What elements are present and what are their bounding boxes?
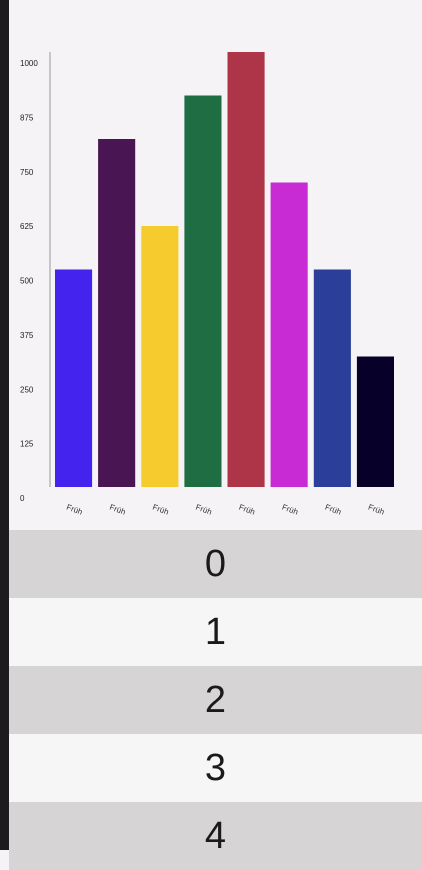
y-tick-label: 625 xyxy=(20,222,34,231)
y-tick-label: 1000 xyxy=(20,59,38,68)
device-bezel xyxy=(0,0,9,850)
list-item-label: 0 xyxy=(204,542,227,585)
x-tick-label: Früh xyxy=(281,503,300,517)
x-tick-label: Früh xyxy=(324,503,343,517)
bar-chart: 0 125 250 375 500 625 750 875 1000 Früh Früh Früh Fr… xyxy=(20,52,394,517)
list-item[interactable]: 0 xyxy=(9,530,422,598)
x-tick-label: Früh xyxy=(108,503,127,517)
y-tick-label: 375 xyxy=(20,331,34,340)
y-tick-label: 0 xyxy=(20,494,25,503)
x-tick-label: Früh xyxy=(151,503,170,517)
list-item-label: 3 xyxy=(204,746,227,789)
bar[interactable] xyxy=(55,269,93,488)
bar[interactable] xyxy=(270,182,308,488)
bar[interactable] xyxy=(227,52,265,487)
list-item[interactable]: 4 xyxy=(9,802,422,870)
list-item[interactable]: 2 xyxy=(9,666,422,734)
y-tick-label: 250 xyxy=(20,385,34,394)
list-item-label: 1 xyxy=(204,610,227,653)
y-tick-label: 750 xyxy=(20,168,34,177)
y-tick-label: 500 xyxy=(20,277,34,286)
bar[interactable] xyxy=(141,226,179,487)
list-item-label: 4 xyxy=(204,814,227,857)
x-tick-label: Früh xyxy=(367,503,386,517)
x-tick-label: Früh xyxy=(238,503,257,517)
x-tick-label: Früh xyxy=(65,503,84,517)
bar[interactable] xyxy=(356,356,394,488)
x-tick-label: Früh xyxy=(194,503,213,517)
y-tick-label: 875 xyxy=(20,113,34,122)
bar-chart-panel: 0 125 250 375 500 625 750 875 1000 Früh Früh Früh Fr… xyxy=(9,0,422,530)
bar[interactable] xyxy=(184,95,222,488)
list-item[interactable]: 3 xyxy=(9,734,422,802)
list-item-label: 2 xyxy=(204,678,227,721)
number-list[interactable]: 0 1 2 3 4 xyxy=(9,530,422,870)
bar[interactable] xyxy=(313,269,351,488)
list-item[interactable]: 1 xyxy=(9,598,422,666)
y-tick-label: 125 xyxy=(20,440,34,449)
bar[interactable] xyxy=(98,139,136,487)
